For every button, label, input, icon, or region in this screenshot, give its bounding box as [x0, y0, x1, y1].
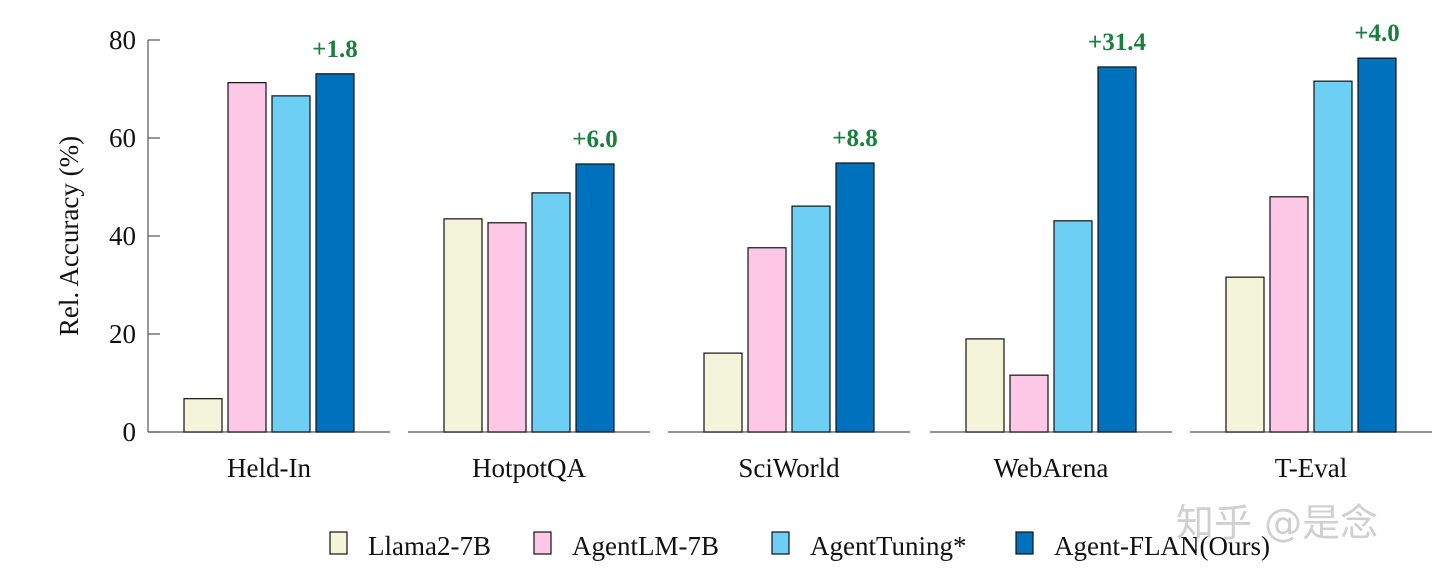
bar-agent-flan-ours-	[1357, 57, 1397, 433]
legend-label: AgentTuning*	[810, 531, 967, 561]
y-tick-label: 80	[109, 25, 136, 55]
legend-swatch	[1015, 531, 1034, 555]
x-tick-label: T-Eval	[1275, 453, 1347, 483]
bar-agent-flan-ours-	[575, 163, 615, 433]
bar-agentlm-7b	[747, 247, 787, 433]
y-tick-label: 20	[109, 319, 136, 349]
y-tick-label: 40	[109, 221, 136, 251]
bar-agenttuning-	[271, 95, 311, 433]
legend-label: Agent-FLAN(Ours)	[1054, 531, 1270, 561]
bar-agenttuning-	[791, 205, 831, 433]
legend-swatch	[533, 531, 552, 555]
bar-agent-flan-ours-	[835, 162, 875, 433]
legend-label: Llama2-7B	[368, 531, 491, 561]
improvement-label: +1.8	[312, 36, 358, 63]
bar-llama2-7b	[965, 338, 1005, 433]
bar-agentlm-7b	[1009, 374, 1049, 433]
bar-agentlm-7b	[227, 82, 267, 433]
improvement-label: +8.8	[832, 125, 878, 152]
improvement-label: +4.0	[1354, 20, 1400, 47]
bar-llama2-7b	[443, 218, 483, 433]
bar-agent-flan-ours-	[1097, 66, 1137, 433]
legend-label: AgentLM-7B	[572, 531, 719, 561]
x-tick-label: SciWorld	[738, 453, 840, 483]
bar-agenttuning-	[531, 192, 571, 433]
bar-agentlm-7b	[487, 222, 527, 433]
y-tick-label: 0	[123, 417, 137, 447]
legend: Llama2-7B AgentLM-7B AgentTuning* Agent-FLA…	[329, 531, 1270, 561]
bar-llama2-7b	[703, 352, 743, 433]
legend-swatch	[771, 531, 790, 555]
bar-agenttuning-	[1313, 80, 1353, 433]
bar-llama2-7b	[1225, 276, 1265, 433]
improvement-label: +31.4	[1088, 29, 1146, 56]
x-tick-label: HotpotQA	[472, 453, 587, 483]
bar-agenttuning-	[1053, 220, 1093, 433]
improvement-label: +6.0	[572, 126, 618, 153]
x-tick-label: Held-In	[227, 453, 311, 483]
bar-agentlm-7b	[1269, 196, 1309, 433]
watermark: 知乎 @是念	[1176, 501, 1379, 545]
y-axis-label: Rel. Accuracy (%)	[54, 136, 84, 336]
y-tick-label: 60	[109, 123, 136, 153]
x-tick-label: WebArena	[994, 453, 1109, 483]
legend-swatch	[329, 531, 348, 555]
bar-agent-flan-ours-	[315, 73, 355, 433]
bar-llama2-7b	[183, 398, 223, 433]
